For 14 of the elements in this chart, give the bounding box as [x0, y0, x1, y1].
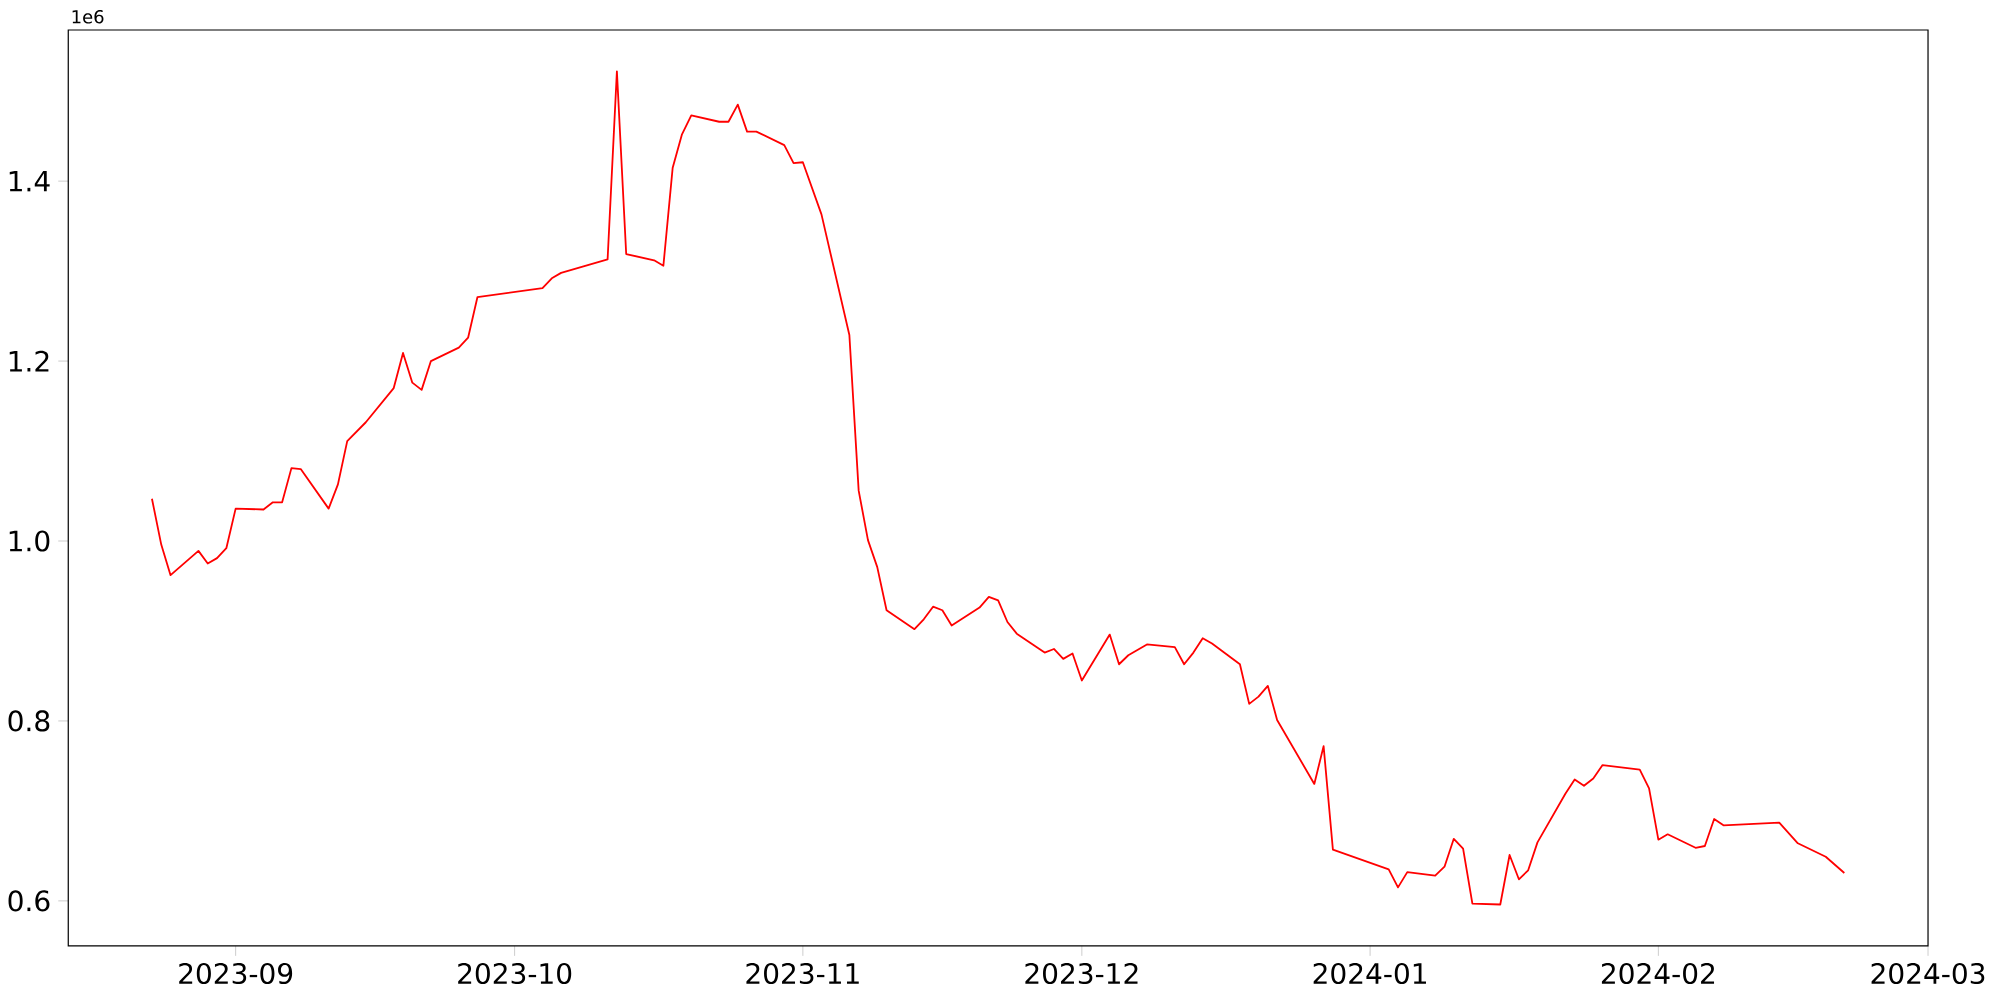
x-tick-label: 2024-03	[1871, 962, 1985, 985]
x-tick-label: 2024-01	[1313, 962, 1426, 985]
y-tick-label: 1.0	[9, 530, 50, 552]
y-tick-label: 1.2	[9, 350, 49, 372]
y-tick-label: 0.8	[8, 710, 50, 732]
y-tick-label: 0.6	[8, 890, 50, 912]
x-tick-label: 2023-09	[179, 962, 293, 985]
line-series	[151, 70, 1846, 906]
x-tick-label: 2024-02	[1601, 962, 1715, 985]
x-tick-label: 2023-10	[458, 962, 572, 985]
x-tick-label: 2023-12	[1025, 962, 1138, 985]
y-tick-label: 1.4	[9, 170, 50, 192]
text: 1e6	[72, 10, 104, 24]
x-tick-label: 2023-11	[746, 962, 859, 985]
